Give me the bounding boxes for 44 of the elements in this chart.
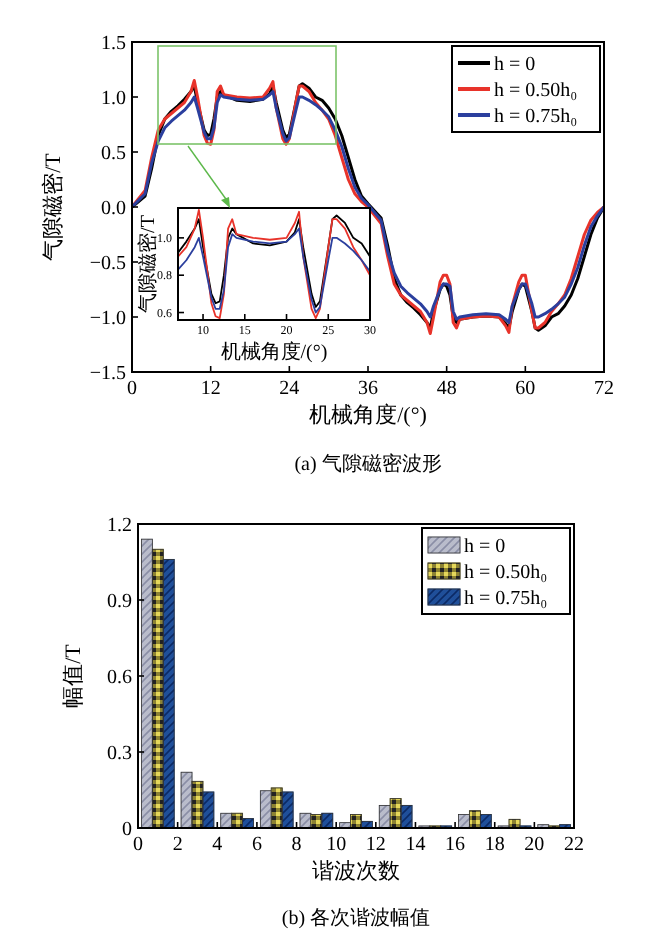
y-tick-label: −0.5 <box>89 253 126 275</box>
x-tick-label: 24 <box>279 378 300 400</box>
x-tick-label: 18 <box>484 834 505 856</box>
line-series <box>178 227 370 314</box>
x-tick-label: 14 <box>405 834 426 856</box>
legend-label: h = 0.75h₀ <box>464 588 549 610</box>
y-axis-title: 幅值/T <box>62 643 86 708</box>
x-tick-label: 22 <box>564 834 584 856</box>
y-tick-label: −1.0 <box>89 308 126 330</box>
y-tick-label: 0.0 <box>101 198 126 220</box>
x-tick-label: 72 <box>594 378 614 400</box>
y-tick-label: 1.2 <box>107 515 132 537</box>
x-tick-label: 20 <box>524 834 545 856</box>
x-tick-label: 6 <box>251 834 262 856</box>
x-tick-label: 36 <box>358 378 378 400</box>
y-tick-label: 1.0 <box>101 88 126 110</box>
x-tick-label: 12 <box>200 378 221 400</box>
x-tick-label: 16 <box>445 834 466 856</box>
legend-label: h = 0 <box>494 54 536 76</box>
y-tick-label: 0.6 <box>107 667 132 689</box>
x-tick-label: 12 <box>365 834 386 856</box>
x-tick-label: 4 <box>212 834 223 856</box>
y-tick-label: 0.9 <box>107 591 132 613</box>
legend-label: h = 0.75h₀ <box>494 106 579 128</box>
x-axis-title: 机械角度/(°) <box>220 340 328 364</box>
text: (a) 气隙磁密波形 <box>294 452 442 476</box>
y-tick-label: 0 <box>122 819 132 841</box>
x-tick-label: 48 <box>436 378 457 400</box>
x-tick-label: 2 <box>172 834 183 856</box>
legend-label: h = 0.50h₀ <box>494 80 579 102</box>
y-tick-label: −1.5 <box>89 363 126 385</box>
x-tick-label: 8 <box>291 834 302 856</box>
x-axis-title: 机械角度/(°) <box>309 402 428 428</box>
text: (b) 各次谐波幅值 <box>281 906 431 930</box>
legend-label: h = 0.50h₀ <box>464 562 549 584</box>
x-tick-label: 10 <box>326 834 347 856</box>
legend-label: h = 0 <box>464 536 506 558</box>
y-tick-label: 0.3 <box>107 743 132 765</box>
x-tick-label: 60 <box>515 378 536 400</box>
y-axis-title: 气隙磁密/T <box>40 152 66 261</box>
y-tick-label: 0.5 <box>101 143 126 165</box>
line-series <box>178 208 370 320</box>
y-tick-label: 1.5 <box>101 33 126 55</box>
x-axis-title: 谐波次数 <box>312 858 400 884</box>
